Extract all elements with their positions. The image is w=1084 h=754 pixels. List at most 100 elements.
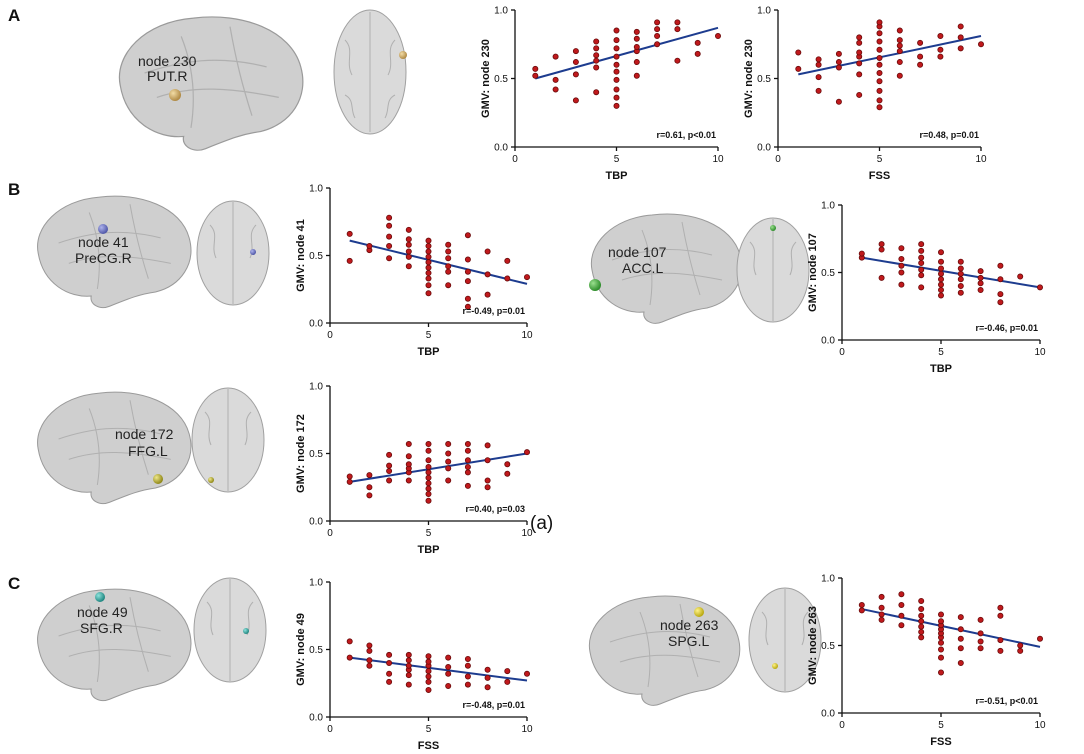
data-point — [425, 480, 432, 487]
data-point — [937, 46, 944, 53]
scatter-chart-c6: 0 5 10 0.0 0.5 1.0 FSS GMV: node 49 r=-0.48, p=0… — [295, 578, 533, 753]
data-point — [1017, 647, 1024, 654]
data-point — [876, 87, 883, 94]
data-point — [425, 237, 432, 244]
x-axis-title: FSS — [418, 740, 439, 752]
data-point — [613, 68, 620, 75]
regression-line — [349, 656, 528, 682]
data-point — [815, 74, 822, 81]
data-point — [405, 657, 412, 664]
data-point — [425, 658, 432, 665]
x-tick-label: 5 — [938, 720, 944, 731]
data-point — [896, 72, 903, 79]
data-point — [977, 280, 984, 287]
stat-label: r=-0.46, p=0.01 — [975, 323, 1038, 333]
data-point — [1017, 642, 1024, 649]
y-tick-label: 0.0 — [309, 713, 323, 724]
y-tick-label: 0.5 — [757, 74, 771, 85]
brain-axial-node-107 — [736, 217, 810, 323]
data-point — [957, 276, 964, 283]
data-point — [425, 290, 432, 297]
data-point — [405, 651, 412, 658]
node-sphere-49 — [95, 592, 105, 602]
data-point — [524, 274, 531, 281]
data-point — [898, 255, 905, 262]
x-tick-label: 5 — [426, 724, 432, 735]
data-point — [918, 623, 925, 630]
data-point — [957, 614, 964, 621]
data-point — [386, 214, 393, 221]
charts-layer: 0 5 10 0.0 0.5 1.0 TBP GMV: node 230 r=0.61, p<0… — [295, 6, 1046, 753]
y-axis-title: GMV: node 172 — [295, 414, 307, 493]
data-point — [674, 57, 681, 64]
y-tick-label: 0.0 — [309, 517, 323, 528]
data-point — [593, 89, 600, 96]
data-point — [613, 76, 620, 83]
data-point — [856, 49, 863, 56]
data-point — [405, 672, 412, 679]
scatter-chart-c5: 0 5 10 0.0 0.5 1.0 TBP GMV: node 172 r=0.40, p=0… — [295, 382, 533, 557]
data-point — [386, 651, 393, 658]
data-point — [674, 19, 681, 26]
data-point — [997, 291, 1004, 298]
data-point — [386, 468, 393, 475]
y-tick-label: 1.0 — [757, 6, 771, 17]
stat-label: r=0.61, p<0.01 — [656, 130, 716, 140]
data-point — [858, 250, 865, 257]
data-point — [445, 458, 452, 465]
data-point — [504, 668, 511, 675]
data-point — [572, 97, 579, 104]
x-axis-title: TBP — [418, 346, 440, 358]
data-point — [938, 287, 945, 294]
y-tick-label: 0.5 — [821, 641, 835, 652]
data-point — [386, 477, 393, 484]
data-point — [918, 266, 925, 273]
data-point — [997, 276, 1004, 283]
data-point — [633, 35, 640, 42]
data-point — [504, 275, 511, 282]
node-sphere-230-top — [399, 51, 407, 59]
data-point — [918, 284, 925, 291]
data-point — [613, 102, 620, 109]
data-point — [346, 257, 353, 264]
data-point — [552, 76, 559, 83]
panel-label-a: A — [8, 6, 21, 25]
y-axis-title: GMV: node 230 — [480, 39, 492, 118]
data-point — [938, 292, 945, 299]
node-sphere-172-top — [208, 477, 214, 483]
node-sphere-107-top — [770, 225, 776, 231]
data-point — [366, 484, 373, 491]
data-point — [366, 472, 373, 479]
data-point — [593, 64, 600, 71]
data-point — [997, 647, 1004, 654]
data-point — [445, 670, 452, 677]
data-point — [613, 53, 620, 60]
data-point — [937, 33, 944, 40]
data-point — [464, 278, 471, 285]
panel-label-c: C — [8, 574, 21, 593]
data-point — [445, 477, 452, 484]
data-point — [957, 289, 964, 296]
x-tick-label: 0 — [327, 528, 333, 539]
data-point — [918, 629, 925, 636]
data-point — [464, 655, 471, 662]
x-tick-label: 10 — [975, 154, 987, 165]
brain-lateral-node-49 — [37, 588, 192, 702]
data-point — [654, 33, 661, 40]
brain-node-label: node 230 — [138, 53, 197, 69]
x-tick-label: 5 — [938, 347, 944, 358]
data-point — [898, 612, 905, 619]
data-point — [613, 86, 620, 93]
data-point — [405, 681, 412, 688]
data-point — [613, 37, 620, 44]
data-point — [878, 604, 885, 611]
data-point — [898, 602, 905, 609]
data-point — [938, 669, 945, 676]
data-point — [593, 45, 600, 52]
data-point — [957, 45, 964, 52]
data-point — [425, 441, 432, 448]
data-point — [405, 453, 412, 460]
scatter-chart-c7: 0 5 10 0.0 0.5 1.0 FSS GMV: node 263 r=-0.51, p<… — [807, 574, 1046, 749]
data-point — [633, 59, 640, 66]
data-point — [425, 474, 432, 481]
